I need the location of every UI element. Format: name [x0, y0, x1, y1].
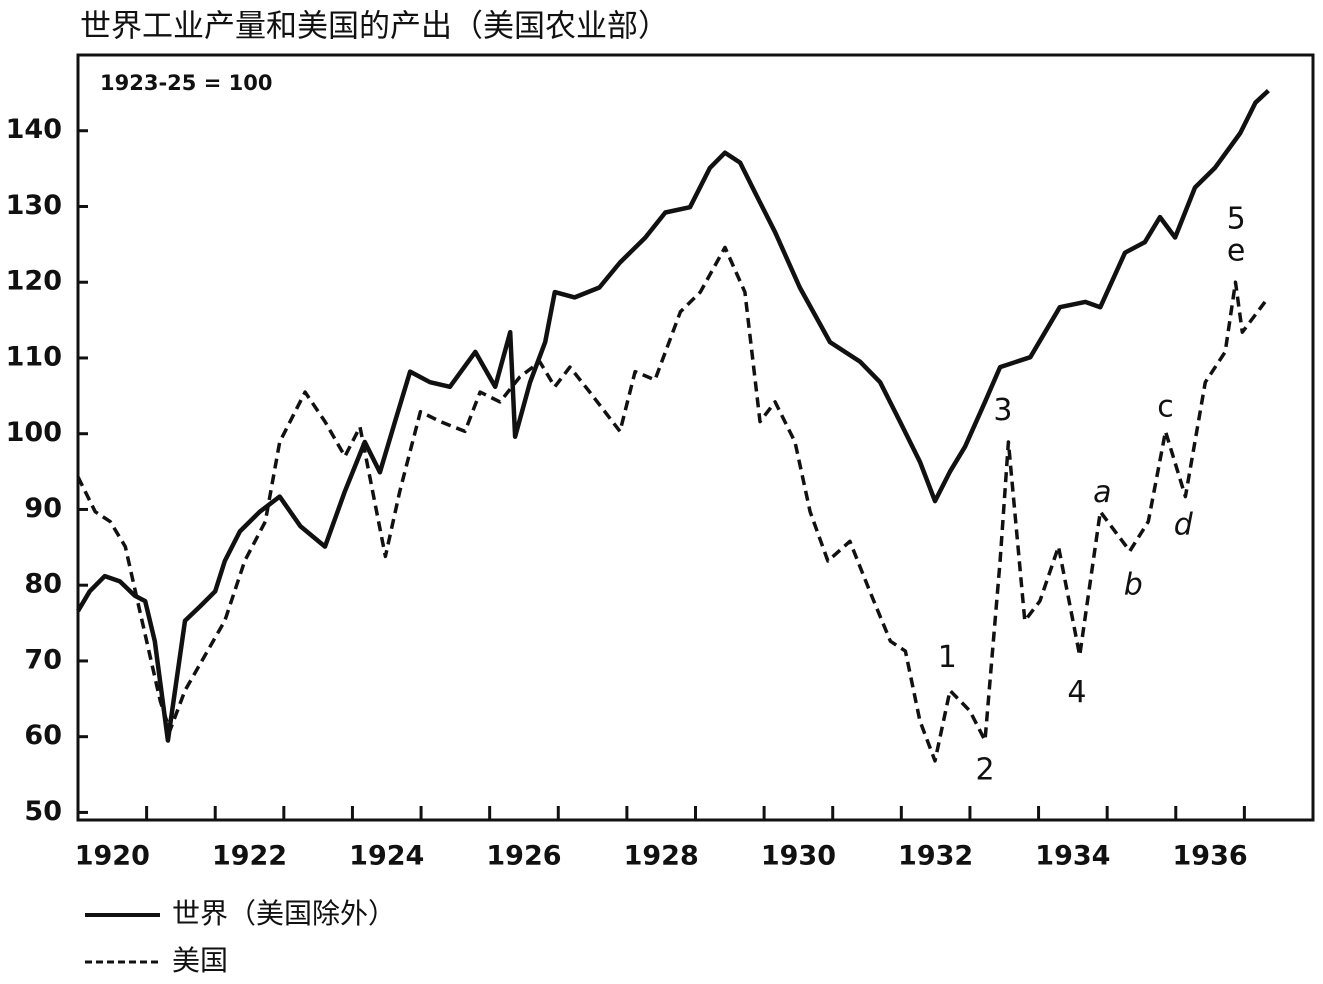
annotation: 3 — [993, 393, 1012, 428]
annotation: c — [1157, 389, 1174, 424]
annotation: 5 — [1227, 202, 1246, 237]
annotation: 2 — [975, 752, 994, 787]
x-tick-label: 1930 — [761, 841, 836, 872]
y-tick-label: 60 — [24, 720, 62, 751]
x-tick-label: 1922 — [212, 841, 287, 872]
annotation: a — [1093, 475, 1111, 510]
y-tick-label: 100 — [6, 417, 62, 448]
y-tick-label: 140 — [6, 114, 62, 145]
x-tick-label: 1926 — [486, 841, 561, 872]
series-line — [76, 245, 1267, 763]
chart-title: 世界工业产量和美国的产出（美国农业部） — [80, 9, 669, 45]
annotation: 1 — [938, 640, 957, 675]
x-tick-label: 1928 — [624, 841, 699, 872]
legend-label: 美国 — [172, 944, 228, 977]
legend-label: 世界（美国除外） — [172, 897, 396, 930]
x-tick-label: 1932 — [898, 841, 973, 872]
annotation: d — [1174, 508, 1194, 543]
y-tick-label: 70 — [24, 644, 62, 675]
x-tick-label: 1936 — [1173, 841, 1248, 872]
y-tick-label: 80 — [24, 569, 62, 600]
index-note: 1923-25 = 100 — [100, 71, 272, 95]
y-tick-label: 130 — [6, 190, 62, 221]
annotation: b — [1124, 567, 1143, 602]
series-line — [76, 88, 1270, 743]
x-tick-label: 1920 — [75, 841, 150, 872]
y-tick-label: 120 — [6, 266, 62, 297]
annotation: 4 — [1067, 675, 1086, 710]
annotation: e — [1227, 233, 1245, 268]
x-tick-label: 1934 — [1035, 841, 1110, 872]
y-tick-label: 110 — [6, 341, 62, 372]
plot-frame — [76, 53, 1315, 822]
y-tick-label: 50 — [24, 796, 62, 827]
y-tick-label: 90 — [24, 493, 62, 524]
x-tick-label: 1924 — [349, 841, 424, 872]
